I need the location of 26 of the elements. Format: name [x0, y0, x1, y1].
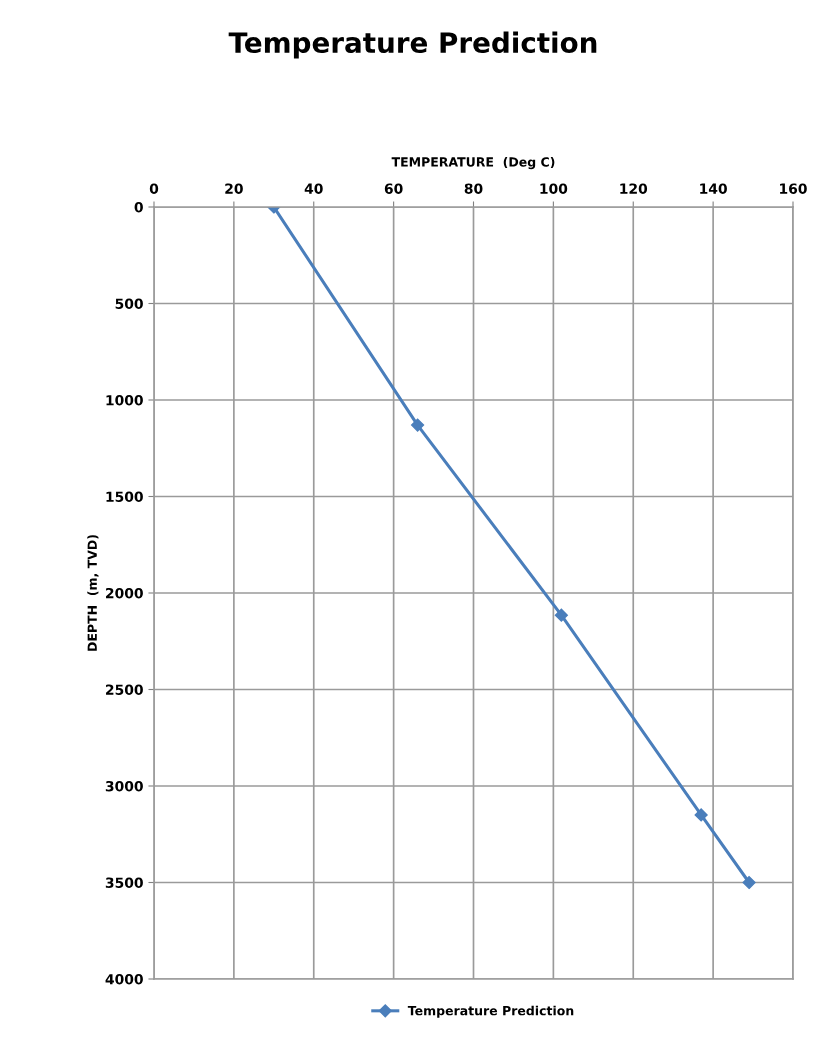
y-axis-title: DEPTH (m, TVD)	[87, 535, 99, 651]
y-tick-label: 1000	[106, 394, 143, 406]
y-tick-label: 500	[115, 298, 143, 309]
y-tick-label: 1500	[106, 491, 143, 502]
y-tick-label: 2000	[106, 587, 143, 599]
y-tick-label: 0	[134, 201, 143, 213]
y-tick-label: 4000	[105, 973, 143, 985]
point	[742, 875, 756, 890]
point	[410, 418, 425, 432]
y-tick-label: 3500	[105, 877, 143, 888]
point	[554, 608, 568, 622]
x-tick-label: 80	[464, 183, 483, 194]
x-tick-label: 120	[620, 183, 648, 194]
chart-title: Temperature Prediction	[228, 31, 597, 59]
x-tick-label: 40	[304, 183, 323, 194]
legend-label: Temperature Prediction	[407, 1005, 574, 1018]
x-tick-label: 100	[540, 183, 568, 194]
x-axis-title: TEMPERATURE (Deg C)	[391, 156, 555, 170]
x-tick-label: 20	[225, 183, 243, 194]
y-tick-label: 2500	[106, 684, 143, 695]
x-tick-label: 60	[384, 183, 403, 194]
x-tick-label: 140	[700, 183, 727, 194]
x-tick-label: 160	[780, 183, 807, 194]
y-tick-label: 3000	[105, 780, 143, 792]
point	[694, 808, 708, 822]
x-tick-label: 0	[149, 183, 159, 194]
